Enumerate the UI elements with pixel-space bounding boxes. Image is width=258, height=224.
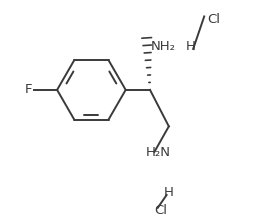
Text: H: H: [186, 40, 196, 53]
Text: H₂N: H₂N: [146, 146, 171, 159]
Text: H: H: [164, 186, 174, 199]
Text: Cl: Cl: [207, 13, 221, 26]
Text: Cl: Cl: [155, 204, 167, 217]
Text: NH₂: NH₂: [151, 40, 176, 53]
Text: F: F: [25, 83, 32, 96]
